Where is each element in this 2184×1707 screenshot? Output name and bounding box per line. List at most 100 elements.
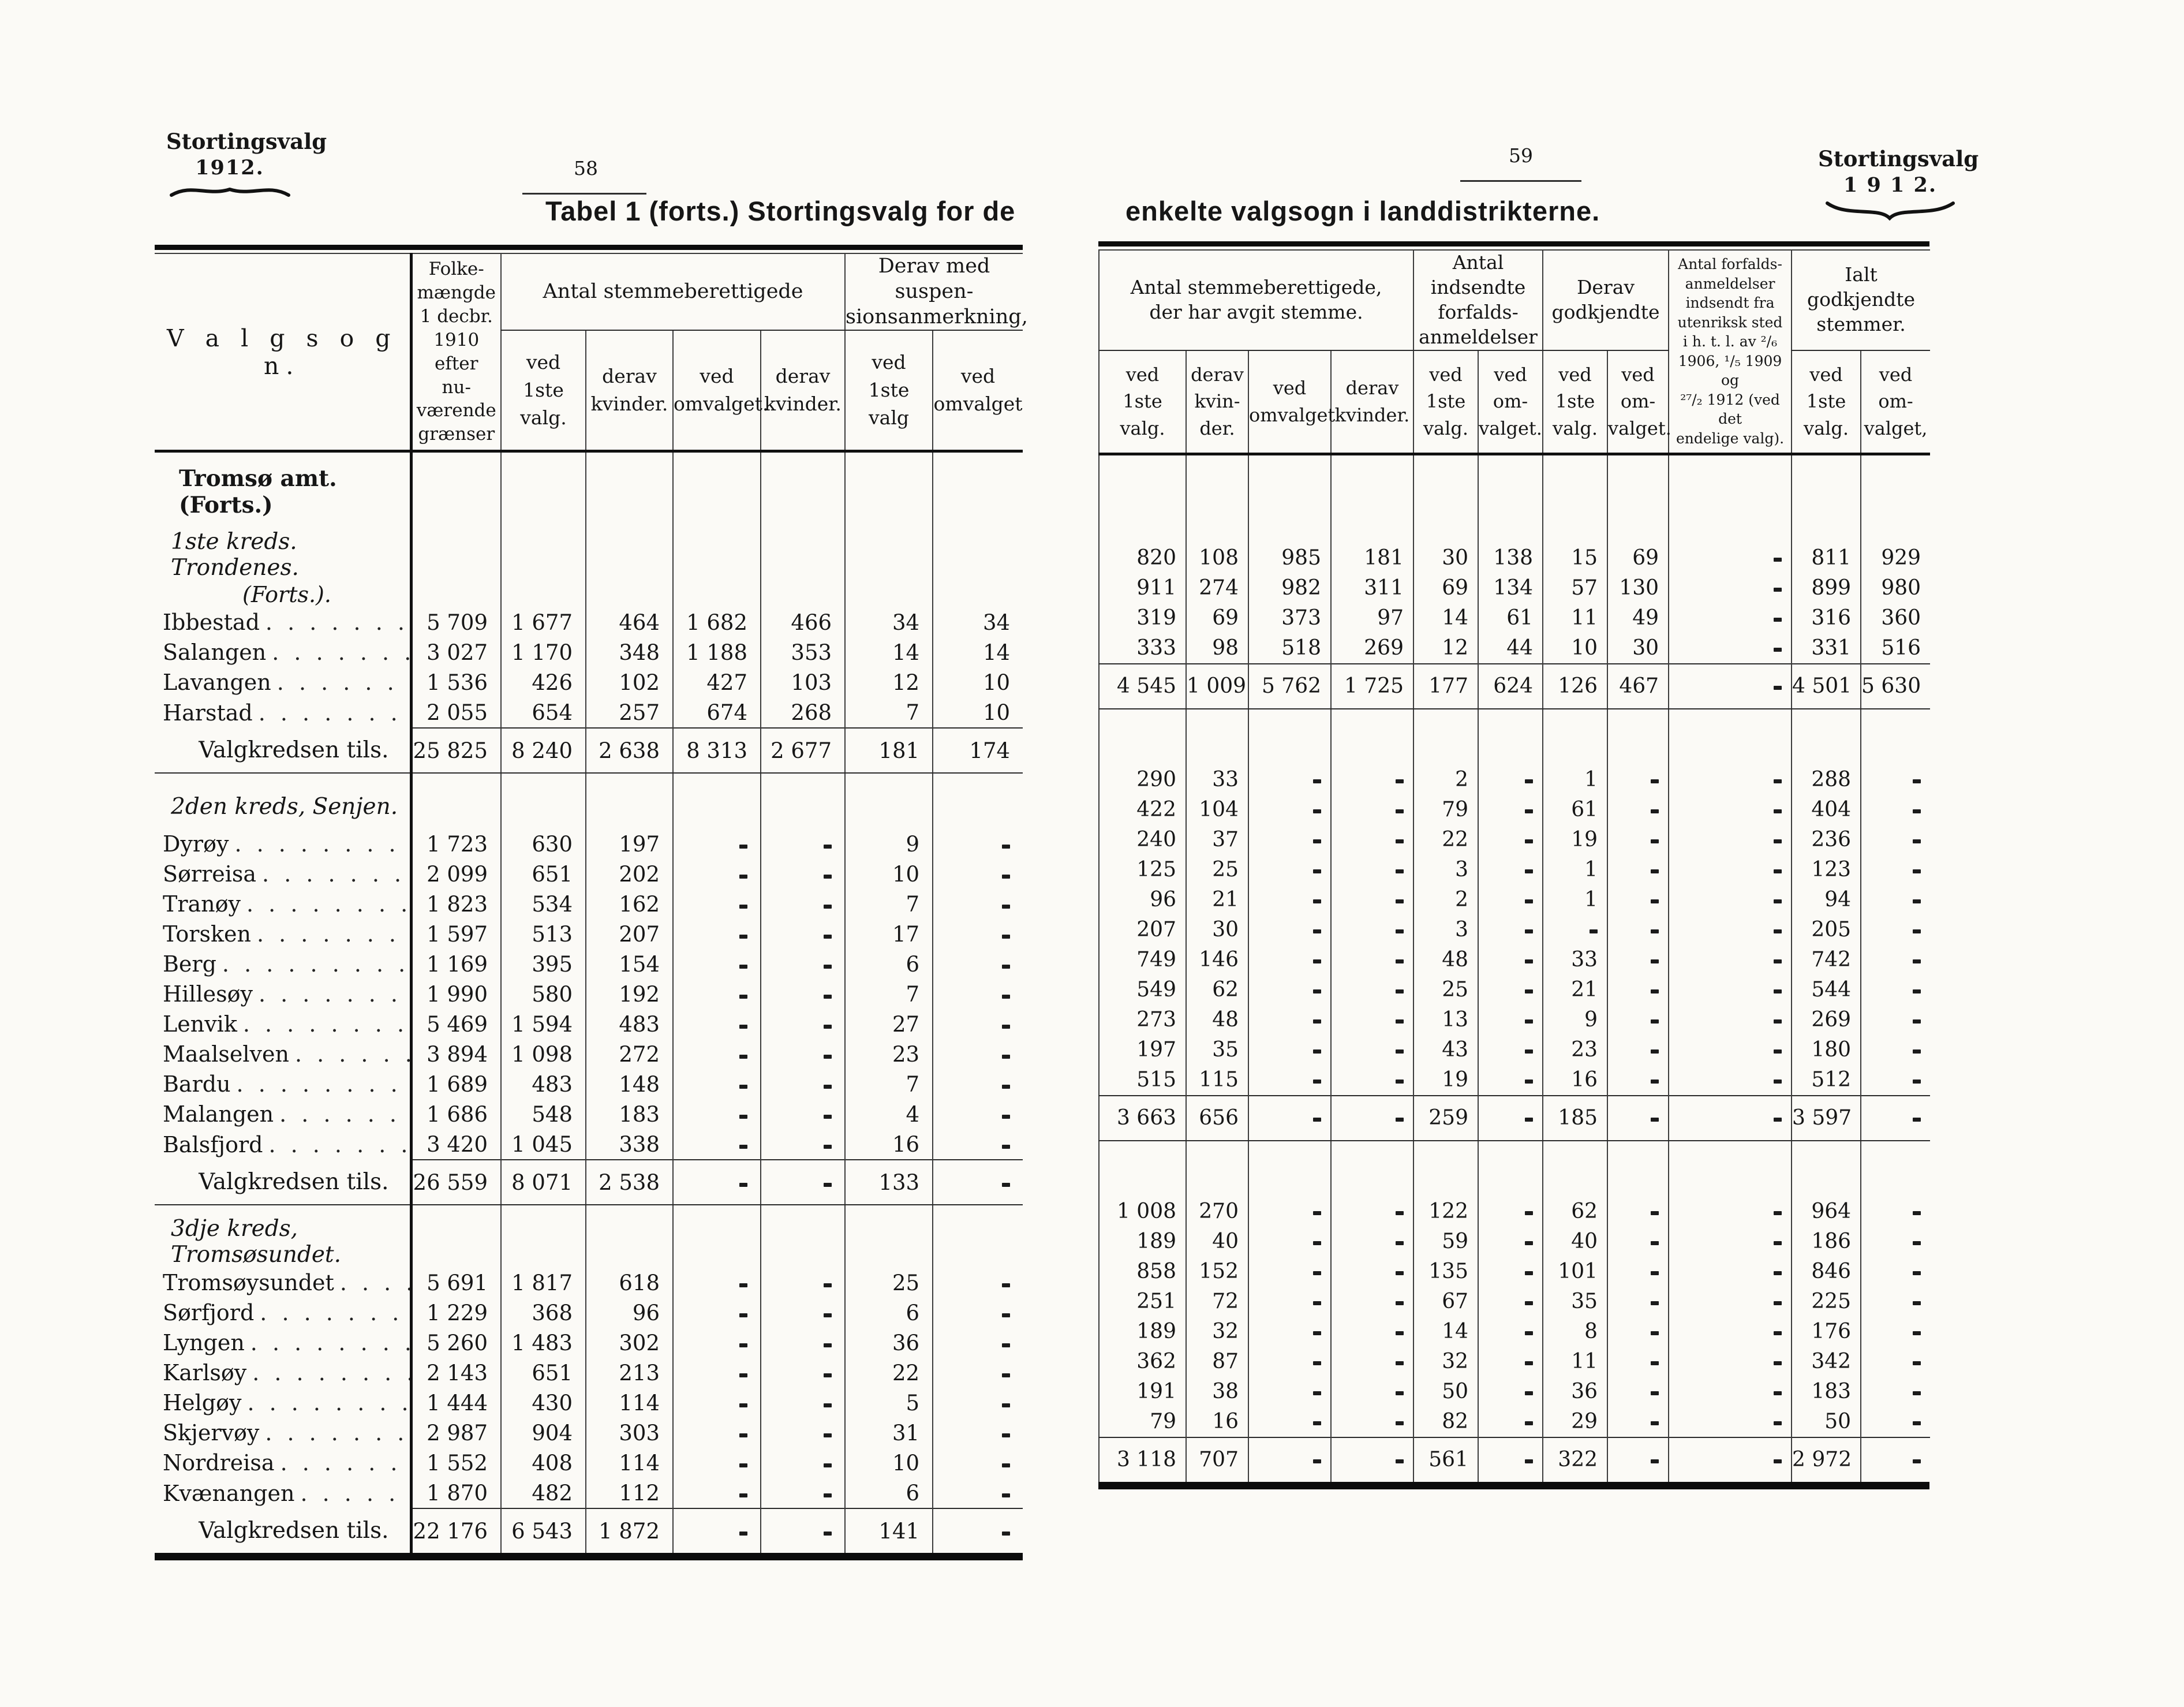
value-cell: 14 [1413, 1316, 1478, 1347]
value-cell: 189 [1136, 1230, 1176, 1254]
table-row: 125 25 3 1 123 [1099, 854, 1931, 885]
value-cell: 4 [844, 1099, 933, 1130]
table-row: Sørreisa. . . . . . . . . . . . . .2 099… [155, 859, 1023, 890]
value-cell [1607, 1256, 1669, 1287]
dash-mark [1913, 1271, 1921, 1276]
value-cell: 273 [1136, 1008, 1176, 1032]
value-cell: 1 444 [409, 1388, 501, 1418]
value-cell [1668, 824, 1792, 855]
empty-cell [1477, 708, 1543, 765]
valgsogn-name: Lavangen [163, 670, 271, 696]
dash-mark [1396, 1271, 1404, 1276]
dash-mark [1651, 1271, 1659, 1276]
value-cell: 483 [585, 1009, 673, 1040]
empty-cell [1099, 452, 1186, 543]
value-cell [760, 859, 846, 890]
value-cell [1668, 573, 1792, 603]
valgsogn-name-cell: Skjervøy. . . . . . . . . . . . . . [155, 1418, 411, 1448]
col-group-forfaldsanmeldelser: Antal indsendte forfalds- anmeldelser [1412, 250, 1543, 351]
value-cell: 904 [500, 1418, 586, 1448]
table-row: 362 87 32 11 342 [1099, 1346, 1931, 1377]
dash-mark [1525, 1391, 1534, 1396]
col-header-avgit-1ste-valg: ved 1ste valg. [1120, 363, 1165, 439]
dash-mark [1313, 1019, 1321, 1024]
dash-mark [1002, 1433, 1011, 1437]
dash-mark [1002, 1054, 1011, 1059]
dash-mark [1913, 1391, 1921, 1396]
value-cell: 1 483 [500, 1328, 586, 1358]
dash-mark [1774, 1391, 1782, 1396]
value-cell: 5 [844, 1388, 933, 1418]
dot-leader: . . . . . . . . . . . . . . [246, 891, 411, 917]
dash-mark [1651, 1459, 1659, 1464]
dash-mark [1913, 1421, 1921, 1426]
dot-leader: . . . . . . . . . . . . . . [247, 1390, 411, 1416]
value-cell: 426 [500, 667, 586, 698]
dot-leader: . . . . . . . . . . . . . . [294, 1041, 411, 1067]
value-cell: 518 [1248, 633, 1331, 664]
dash-mark [1002, 1343, 1011, 1347]
dash-mark [739, 1313, 747, 1317]
dot-leader: . . . . . . . . . . . . . . [242, 1011, 411, 1037]
underbrace-icon [1826, 201, 1955, 221]
value-cell [1248, 824, 1331, 855]
value-cell: 9 [844, 829, 933, 860]
value-cell: 980 [1860, 573, 1931, 603]
value-cell: 21 [1186, 884, 1248, 915]
value-cell [1477, 794, 1543, 825]
value-cell [1477, 1256, 1543, 1287]
value-cell: 225 [1791, 1286, 1861, 1317]
value-cell [1330, 1316, 1413, 1347]
value-cell: 33 [1186, 764, 1248, 795]
valgsogn-name: Maalselven [163, 1041, 289, 1067]
value-cell: 561 [1413, 1436, 1478, 1482]
value-cell [672, 1478, 761, 1509]
value-cell: 7 [844, 1069, 933, 1100]
left-table-body: Tromsø amt. (Forts.) 1ste kreds. Trondene… [155, 450, 1023, 1553]
value-cell: 858 [1136, 1260, 1176, 1284]
col-header-godkjendt-omvalget: ved om- valget. [1607, 350, 1671, 454]
col-group-ialt-godkjendte: Ialt godkjendte stemmer. [1791, 250, 1931, 351]
dash-mark [1396, 929, 1404, 934]
value-cell: 61 [1542, 794, 1608, 825]
dash-mark [1913, 839, 1921, 844]
dash-mark [739, 1144, 747, 1149]
table-row: 290 33 2 1 288 [1099, 764, 1931, 795]
empty-cell [1860, 708, 1931, 765]
valgsogn-name: Tromsøysundet [163, 1270, 334, 1296]
left-corner-line1: Stortingsvalg [166, 129, 327, 154]
dash-mark [1313, 989, 1321, 994]
col-group-suspension: Derav med suspen- sionsanmerkning, [844, 253, 1028, 331]
dash-mark [1396, 779, 1404, 784]
value-cell: 6 [844, 949, 933, 980]
value-cell [672, 919, 761, 950]
section-heading-note: (Forts.). [242, 582, 331, 608]
empty-cell [1607, 708, 1669, 765]
value-cell [1668, 1316, 1792, 1347]
value-cell: 353 [760, 637, 846, 668]
dash-mark [1313, 809, 1321, 814]
value-cell: 899 [1791, 573, 1861, 603]
value-cell: 482 [500, 1478, 586, 1509]
empty-cell [1413, 1140, 1478, 1197]
value-cell: 154 [585, 949, 673, 980]
dash-mark [1913, 1301, 1921, 1306]
value-cell [760, 1478, 846, 1509]
table-row: 749 146 48 33 742 [1099, 944, 1931, 975]
value-cell: 651 [500, 859, 586, 890]
value-cell [760, 1039, 846, 1070]
value-cell: 29 [1542, 1406, 1608, 1437]
dash-mark [1774, 618, 1782, 622]
value-cell: 36 [1542, 1376, 1608, 1407]
empty-cell [1477, 1140, 1543, 1197]
empty-cell [1542, 1140, 1608, 1197]
value-cell: 427 [672, 667, 761, 698]
value-cell [1860, 884, 1931, 915]
value-cell [760, 1328, 846, 1358]
value-cell [1668, 1256, 1792, 1287]
value-cell [1330, 1095, 1413, 1141]
value-cell [1860, 1256, 1931, 1287]
value-cell: 69 [1607, 543, 1669, 573]
value-cell [1860, 974, 1931, 1005]
value-cell [1668, 764, 1792, 795]
